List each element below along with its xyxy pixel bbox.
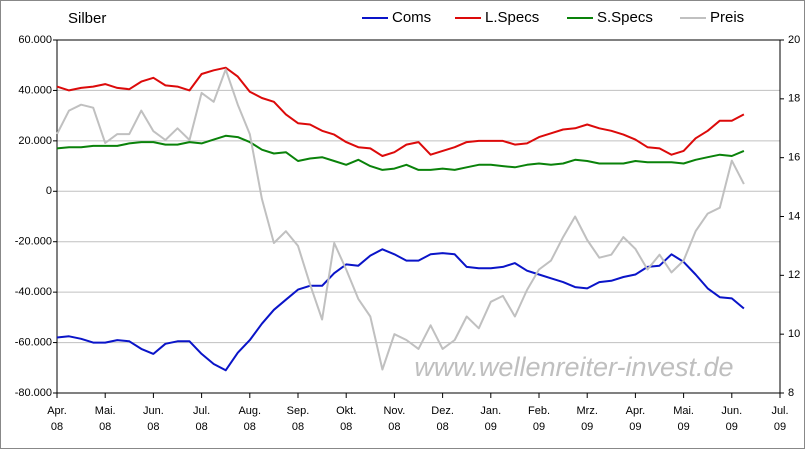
x-tick-label: Mai. [673, 405, 694, 417]
y2-tick-label: 16 [788, 152, 800, 164]
x-tick-label: Apr. [626, 405, 646, 417]
legend-label: S.Specs [597, 9, 653, 26]
y-tick-label: 60.000 [18, 34, 52, 46]
x-tick-label: 09 [774, 421, 786, 433]
y-tick-label: -20.000 [15, 236, 52, 248]
x-tick-label: Sep. [287, 405, 310, 417]
x-tick-label: 08 [195, 421, 207, 433]
series-line [56, 66, 745, 157]
x-tick-label: 08 [436, 421, 448, 433]
x-tick-label: 09 [581, 421, 593, 433]
y-tick-label: -80.000 [15, 387, 52, 399]
y-tick-label: 40.000 [18, 84, 52, 96]
plot-frame [56, 39, 781, 394]
x-tick-label: Jan. [480, 405, 501, 417]
x-tick-label: 09 [677, 421, 689, 433]
x-tick-label: 08 [244, 421, 256, 433]
x-tick-label: Jul. [193, 405, 210, 417]
chart-title: Silber [68, 10, 106, 27]
legend-label: Preis [710, 9, 744, 26]
y2-tick-label: 8 [788, 387, 794, 399]
series-line [56, 68, 745, 371]
x-tick-label: 08 [292, 421, 304, 433]
x-tick-label: 08 [340, 421, 352, 433]
y-tick-label: 20.000 [18, 135, 52, 147]
x-tick-label: Nov. [383, 405, 405, 417]
x-tick-label: 08 [51, 421, 63, 433]
x-tick-label: Feb. [528, 405, 550, 417]
y2-tick-label: 14 [788, 210, 800, 222]
y2-tick-label: 10 [788, 328, 800, 340]
x-tick-label: Dez. [431, 405, 454, 417]
x-tick-label: Aug. [238, 405, 261, 417]
y-tick-label: 0 [46, 185, 52, 197]
x-tick-label: Mai. [95, 405, 116, 417]
x-tick-label: Jun. [143, 405, 164, 417]
series-line [56, 134, 745, 171]
x-tick-label: Mrz. [577, 405, 598, 417]
y-tick-label: -60.000 [15, 336, 52, 348]
y2-tick-label: 20 [788, 34, 800, 46]
x-tick-label: Jun. [721, 405, 742, 417]
x-tick-label: 09 [726, 421, 738, 433]
x-tick-label: 08 [147, 421, 159, 433]
legend-label: L.Specs [485, 9, 539, 26]
legend-label: Coms [392, 9, 431, 26]
y2-tick-label: 18 [788, 93, 800, 105]
watermark: www.wellenreiter-invest.de [414, 352, 733, 382]
y2-tick-label: 12 [788, 269, 800, 281]
x-tick-label: Okt. [336, 405, 356, 417]
x-tick-label: 09 [533, 421, 545, 433]
x-tick-label: 08 [99, 421, 111, 433]
x-tick-label: 09 [629, 421, 641, 433]
x-tick-label: Jul. [771, 405, 788, 417]
x-tick-label: Apr. [47, 405, 67, 417]
series-line [56, 248, 745, 372]
y-tick-label: -40.000 [15, 286, 52, 298]
x-tick-label: 09 [485, 421, 497, 433]
x-tick-label: 08 [388, 421, 400, 433]
